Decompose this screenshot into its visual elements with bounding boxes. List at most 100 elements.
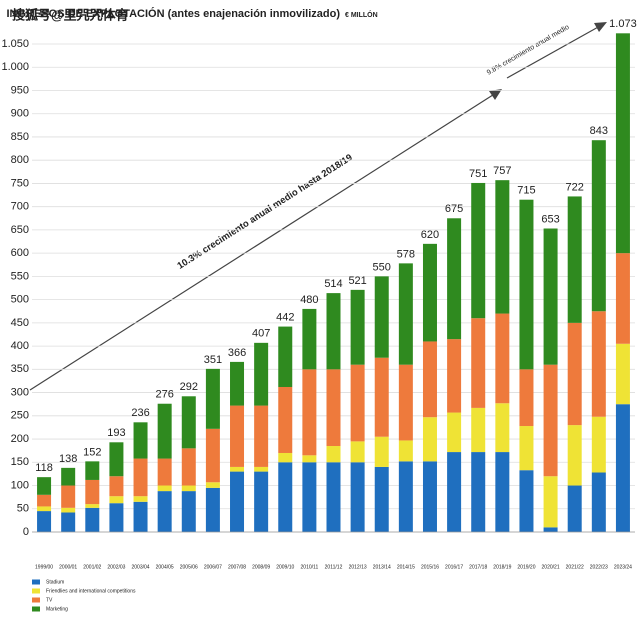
- bar-segment: [133, 501, 148, 532]
- x-tick-label: 2003/04: [132, 564, 150, 570]
- total-label: 193: [107, 427, 125, 439]
- total-label: 578: [397, 248, 415, 260]
- bar-segment: [615, 404, 630, 532]
- bar-segment: [278, 452, 293, 463]
- legend-label: Stadium: [46, 579, 64, 585]
- bar-segment: [205, 428, 220, 483]
- bar-segment: [230, 361, 245, 406]
- arrowhead: [489, 89, 502, 100]
- x-tick-label: 2022/23: [590, 564, 608, 570]
- x-tick-label: 2010/11: [301, 564, 319, 570]
- total-label: 292: [180, 381, 198, 393]
- x-tick-label: 1999/00: [35, 564, 53, 570]
- total-label: 521: [348, 275, 366, 287]
- bar-segment: [37, 477, 52, 495]
- bar-segment: [205, 487, 220, 532]
- x-tick-label: 2001/02: [83, 564, 101, 570]
- bar-segment: [471, 318, 486, 408]
- y-tick-label: 50: [17, 503, 29, 515]
- x-tick-label: 2002/03: [107, 564, 125, 570]
- bar-segment: [133, 496, 148, 502]
- bar-segment: [543, 364, 558, 477]
- total-label: 1.073: [609, 18, 637, 30]
- total-label: 620: [421, 229, 439, 241]
- bar-segment: [326, 293, 341, 370]
- bar-segment: [109, 496, 124, 504]
- bar-segment: [61, 512, 76, 532]
- y-tick-label: 850: [11, 131, 29, 143]
- y-tick-label: 500: [11, 294, 29, 306]
- x-tick-label: 2007/08: [228, 564, 246, 570]
- bar-segment: [133, 458, 148, 497]
- bar-segment: [254, 471, 269, 532]
- x-tick-label: 2018/19: [493, 564, 511, 570]
- bar-segment: [567, 485, 582, 532]
- bar-segment: [302, 369, 317, 456]
- bar-segment: [278, 462, 293, 532]
- total-label: 138: [59, 453, 77, 465]
- y-tick-label: 700: [11, 201, 29, 213]
- bar-segment: [181, 485, 196, 492]
- total-label: 715: [517, 185, 535, 197]
- legend-swatch: [32, 606, 40, 612]
- bar-segment: [205, 368, 220, 429]
- bar-segment: [350, 441, 365, 463]
- bar-segment: [615, 33, 630, 254]
- unit-label: € MILLÓN: [345, 10, 378, 19]
- bar-segment: [230, 405, 245, 467]
- x-tick-label: 2000/01: [59, 564, 77, 570]
- x-tick-label: 2016/17: [445, 564, 463, 570]
- legend-label: Friendlies and international competition…: [46, 588, 136, 594]
- bar-segment: [254, 405, 269, 467]
- bar-segment: [326, 369, 341, 447]
- x-tick-label: 2005/06: [180, 564, 198, 570]
- bar-segment: [519, 199, 534, 370]
- total-label: 442: [276, 311, 294, 323]
- bar-segment: [85, 479, 100, 505]
- bar-segment: [302, 462, 317, 532]
- bar-segment: [37, 494, 52, 507]
- y-tick-label: 750: [11, 177, 29, 189]
- bar-segment: [398, 263, 413, 365]
- bar-segment: [519, 426, 534, 471]
- legend-swatch: [32, 579, 40, 585]
- total-label: 843: [590, 125, 608, 137]
- bar-segment: [230, 466, 245, 472]
- bar-segment: [471, 182, 486, 319]
- total-label: 118: [35, 462, 53, 474]
- bar-segment: [374, 357, 389, 437]
- y-tick-label: 350: [11, 363, 29, 375]
- bar-segment: [398, 461, 413, 532]
- bar-segment: [157, 491, 172, 532]
- y-tick-label: 0: [23, 526, 29, 538]
- bar-segment: [591, 140, 606, 312]
- y-tick-label: 600: [11, 247, 29, 259]
- bar-segment: [374, 436, 389, 467]
- bar-segment: [471, 452, 486, 532]
- bar-segment: [615, 253, 630, 344]
- bar-segment: [326, 446, 341, 463]
- bar-segment: [543, 527, 558, 532]
- bar-segment: [422, 461, 437, 532]
- trend-arrow: [29, 92, 497, 391]
- bar-segment: [471, 407, 486, 453]
- x-tick-label: 2020/21: [542, 564, 560, 570]
- bar-segment: [254, 466, 269, 472]
- bar-segment: [278, 386, 293, 453]
- bar-segment: [85, 461, 100, 480]
- bar-segment: [109, 503, 124, 532]
- bar-segment: [350, 289, 365, 365]
- y-tick-label: 550: [11, 270, 29, 282]
- bar-segment: [398, 440, 413, 462]
- bar-segment: [615, 343, 630, 405]
- bar-segment: [230, 471, 245, 532]
- total-label: 152: [83, 446, 101, 458]
- x-tick-label: 2008/09: [252, 564, 270, 570]
- bar-segment: [326, 462, 341, 532]
- total-label: 366: [228, 347, 246, 359]
- annotation: 9.8% crecimiento anual medio: [486, 24, 571, 77]
- legend-swatch: [32, 588, 40, 594]
- bar-segment: [495, 313, 510, 404]
- x-tick-label: 2019/20: [517, 564, 535, 570]
- total-label: 407: [252, 328, 270, 340]
